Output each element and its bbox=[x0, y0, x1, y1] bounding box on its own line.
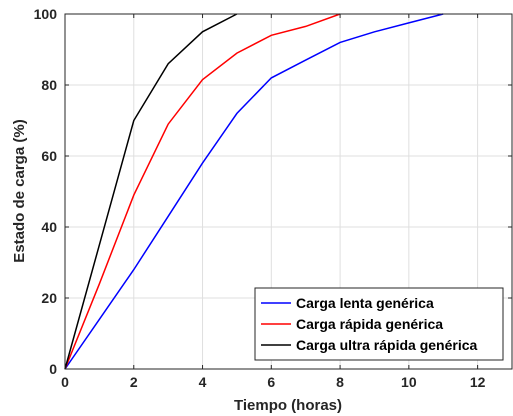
y-tick-label-4: 80 bbox=[41, 77, 57, 93]
y-axis-label: Estado de carga (%) bbox=[11, 119, 28, 262]
x-tick-label-5: 10 bbox=[401, 374, 417, 390]
x-tick-label-2: 4 bbox=[199, 374, 207, 390]
legend-label-2: Carga ultra rápida genérica bbox=[296, 337, 478, 353]
x-tick-label-6: 12 bbox=[470, 374, 486, 390]
plot-frame bbox=[64, 13, 513, 370]
series-line-0 bbox=[64, 13, 444, 370]
legend-label-0: Carga lenta genérica bbox=[296, 295, 434, 311]
ticks: 0 2 4 6 8 10 12 0 20 40 60 80 100 bbox=[34, 6, 512, 390]
x-tick-label-3: 6 bbox=[267, 374, 275, 390]
series-line-1 bbox=[64, 13, 341, 370]
x-tick-label-1: 2 bbox=[130, 374, 138, 390]
x-axis-label: Tiempo (horas) bbox=[234, 397, 342, 414]
series-line-2 bbox=[64, 13, 238, 370]
series-group bbox=[64, 13, 444, 370]
x-tick-label-4: 8 bbox=[336, 374, 344, 390]
y-tick-label-3: 60 bbox=[41, 148, 57, 164]
x-tick-label-0: 0 bbox=[61, 374, 69, 390]
y-tick-label-2: 40 bbox=[41, 219, 57, 235]
y-tick-label-1: 20 bbox=[41, 290, 57, 306]
legend: Carga lenta genérica Carga rápida genéric… bbox=[254, 287, 504, 361]
y-tick-label-5: 100 bbox=[34, 6, 58, 22]
legend-label-1: Carga rápida genérica bbox=[296, 316, 443, 332]
legend-box bbox=[254, 287, 504, 361]
y-tick-label-0: 0 bbox=[49, 361, 57, 377]
